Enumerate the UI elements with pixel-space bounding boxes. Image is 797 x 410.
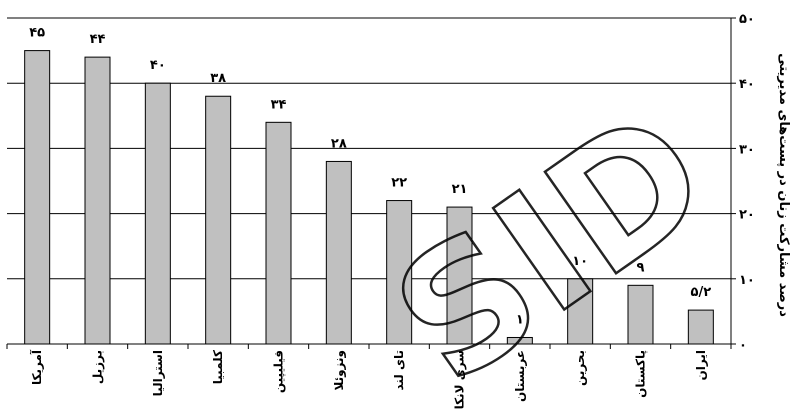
- data-label: ۲۲: [391, 176, 407, 191]
- bar: [567, 278, 594, 345]
- data-label: ۱۰: [572, 254, 588, 269]
- bar: [627, 284, 654, 345]
- data-label: ۵/۲: [691, 285, 712, 300]
- x-tick-label: استرالیا: [151, 350, 165, 396]
- bar: [84, 56, 111, 345]
- data-label: ۴۰: [150, 58, 166, 73]
- y-tick-label: ۵۰: [739, 12, 755, 27]
- x-tick-label: ونزوئلا: [332, 350, 347, 391]
- bar: [687, 309, 714, 345]
- gridlines: [7, 17, 731, 280]
- data-label: ۳۸: [210, 71, 226, 86]
- data-label: ۲۱: [452, 182, 468, 197]
- bar: [265, 121, 292, 345]
- bar: [386, 200, 413, 345]
- y-tick-label: ۰: [739, 338, 747, 353]
- x-tick-label: آمریکا: [29, 349, 44, 385]
- y-tick-label: ۳۰: [739, 142, 755, 157]
- x-tick-label: پاکستان: [634, 350, 648, 398]
- x-tick-label: فیلیپین: [272, 350, 286, 393]
- bar: [325, 160, 352, 345]
- data-label: ۳۴: [271, 97, 287, 112]
- y-tick-label: ۴۰: [739, 77, 755, 92]
- bar: [144, 82, 171, 345]
- watermark-text: SID: [361, 73, 742, 410]
- bars: [24, 50, 714, 345]
- x-axis: آمریکا برزیل استرالیا کلمبیا فیلیپین ونزوئلا ت…: [6, 343, 732, 409]
- y-tick-label: ۲۰: [739, 208, 755, 223]
- data-labels: ۴۵ ۴۴ ۴۰ ۳۸ ۳۴ ۲۸ ۲۲ ۲۱ ۱ ۱۰ ۹ ۵/۲: [29, 26, 711, 328]
- y-tick-label: ۱۰: [739, 273, 755, 288]
- y-axis: ۰ ۱۰ ۲۰ ۳۰ ۴۰ ۵۰: [730, 12, 755, 353]
- data-label: ۲۸: [331, 136, 347, 151]
- y-axis-title: درصد مشارکت زنان در پست‌های مدیریتی: [776, 53, 791, 317]
- x-tick-label: تای لند: [392, 350, 406, 391]
- x-tick-label: عربستان: [513, 350, 527, 402]
- x-tick-label: کلمبیا: [211, 350, 225, 384]
- data-label: ۱: [516, 312, 524, 327]
- data-label: ۹: [637, 260, 645, 275]
- data-label: ۴۴: [90, 32, 106, 47]
- x-tick-label: ایران: [694, 350, 708, 380]
- bar: [24, 50, 51, 345]
- bar: [446, 206, 473, 345]
- x-tick-label: سری لانکا: [453, 350, 467, 409]
- bar: [205, 95, 232, 345]
- x-tick-label: بحرین: [573, 350, 587, 386]
- x-tick-label: برزیل: [91, 350, 105, 384]
- watermark: SID: [360, 71, 744, 410]
- data-label: ۴۵: [29, 26, 45, 41]
